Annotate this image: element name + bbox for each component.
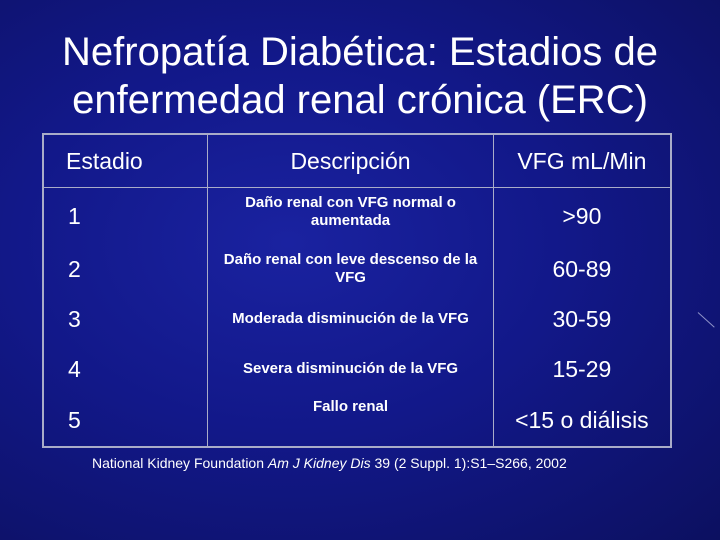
table-row: 4 Severa disminución de la VFG 15-29: [42, 344, 672, 394]
citation-org: National Kidney Foundation: [92, 455, 265, 471]
header-stage: Estadio: [42, 134, 209, 188]
description-cell: Fallo renal: [207, 394, 494, 447]
table-row: 5 Fallo renal <15 o diálisis: [42, 394, 672, 447]
ckd-stages-table: Estadio Descripción VFG mL/Min 1 Daño re…: [42, 133, 672, 448]
stage-cell: 2: [42, 244, 209, 294]
header-description: Descripción: [207, 134, 494, 188]
table-row: 3 Moderada disminución de la VFG 30-59: [42, 294, 672, 344]
description-cell: Daño renal con leve descenso de la VFG: [207, 244, 494, 294]
decorative-line: [697, 312, 715, 328]
header-gfr: VFG mL/Min: [492, 134, 672, 188]
description-cell: Severa disminución de la VFG: [207, 344, 494, 394]
gfr-cell: <15 o diálisis: [492, 394, 672, 447]
stage-cell: 1: [42, 187, 209, 244]
citation-journal: Am J Kidney Dis: [267, 455, 371, 471]
table-header-row: Estadio Descripción VFG mL/Min: [42, 134, 672, 188]
title-line-1: Nefropatía Diabética: Estadios de: [62, 30, 658, 74]
slide-title: Nefropatía Diabética: Estadios de enferm…: [0, 28, 720, 124]
stage-cell: 5: [42, 394, 209, 447]
gfr-cell: 60-89: [492, 244, 672, 294]
stage-cell: 3: [42, 294, 209, 344]
description-cell: Moderada disminución de la VFG: [207, 294, 494, 344]
table-row: 2 Daño renal con leve descenso de la VFG…: [42, 244, 672, 294]
citation: National Kidney Foundation Am J Kidney D…: [92, 455, 692, 471]
table-row: 1 Daño renal con VFG normal o aumentada …: [42, 187, 672, 244]
gfr-cell: >90: [492, 187, 672, 244]
title-line-2: enfermedad renal crónica (ERC): [72, 78, 648, 122]
gfr-cell: 15-29: [492, 344, 672, 394]
citation-ref: 39 (2 Suppl. 1):S1–S266, 2002: [374, 455, 567, 471]
description-cell: Daño renal con VFG normal o aumentada: [207, 187, 494, 244]
gfr-cell: 30-59: [492, 294, 672, 344]
stage-cell: 4: [42, 344, 209, 394]
